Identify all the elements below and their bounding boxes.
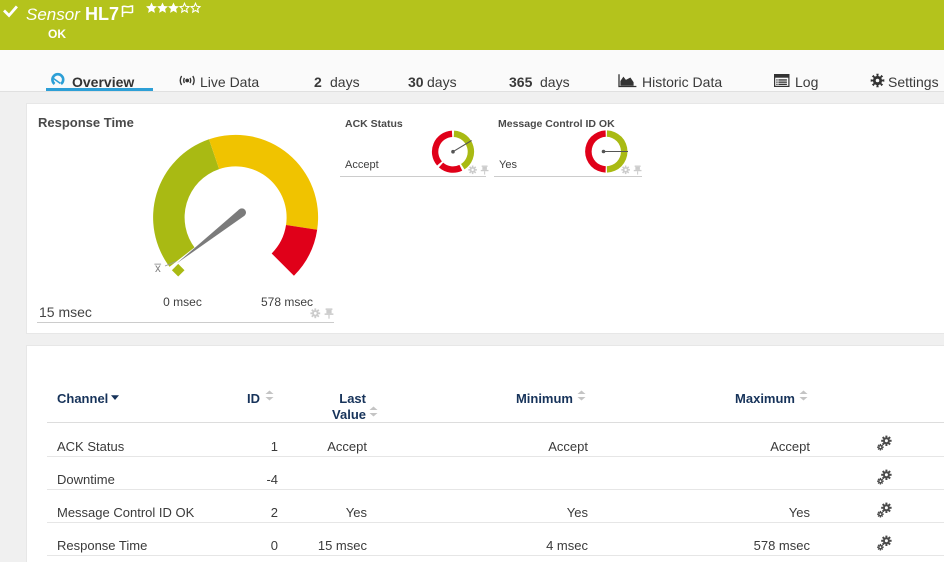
svg-text:x̅: x̅ bbox=[154, 263, 162, 275]
